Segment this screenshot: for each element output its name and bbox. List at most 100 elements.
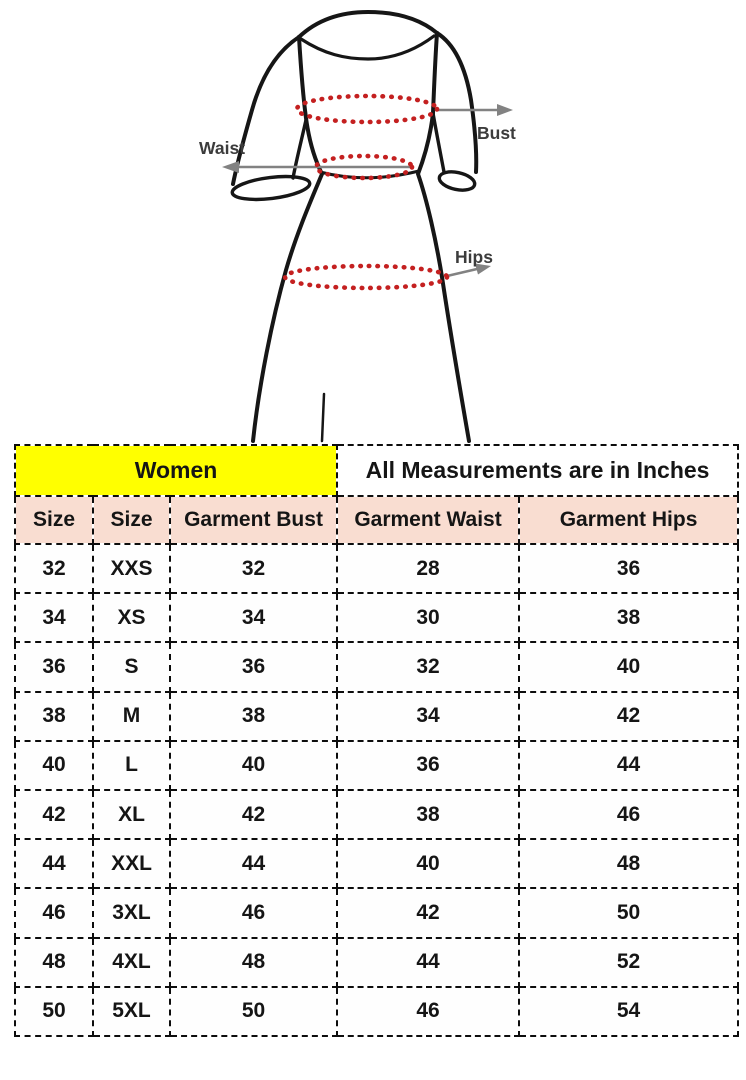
collar-outer-line bbox=[297, 10, 439, 39]
table-row: 50 5XL 50 46 54 bbox=[14, 985, 740, 1037]
cell-size-number: 36 bbox=[14, 641, 94, 693]
cell-size-letter: 3XL bbox=[92, 887, 171, 939]
left-sleeve-opening bbox=[230, 174, 312, 202]
hips-arrowhead bbox=[475, 263, 491, 275]
bust-arrowhead bbox=[497, 104, 513, 116]
column-header-row: Size Size Garment Bust Garment Waist Gar… bbox=[14, 495, 740, 545]
cell-garment-bust: 34 bbox=[168, 592, 339, 644]
cell-garment-waist: 30 bbox=[336, 592, 521, 644]
cell-size-letter: XS bbox=[92, 592, 171, 644]
cell-garment-hips: 48 bbox=[518, 838, 740, 890]
waist-label: Waist bbox=[199, 138, 245, 158]
cell-size-letter: 5XL bbox=[92, 985, 171, 1037]
column-header-garment-waist: Garment Waist bbox=[336, 495, 521, 545]
cell-garment-waist: 36 bbox=[336, 739, 521, 791]
cell-garment-hips: 52 bbox=[518, 936, 740, 988]
collar-inner-line bbox=[299, 34, 436, 61]
table-row: 40 L 40 36 44 bbox=[14, 739, 740, 791]
cell-garment-bust: 44 bbox=[168, 838, 339, 890]
table-row: 32 XXS 32 28 36 bbox=[14, 542, 740, 595]
cell-garment-hips: 42 bbox=[518, 690, 740, 742]
table-row: 36 S 36 32 40 bbox=[14, 641, 740, 693]
cell-size-letter: XL bbox=[92, 788, 171, 841]
cell-size-number: 32 bbox=[14, 542, 94, 595]
cell-garment-waist: 38 bbox=[336, 788, 521, 841]
hips-dotted-ellipse bbox=[282, 263, 450, 291]
cell-size-number: 42 bbox=[14, 788, 94, 841]
left-sleeve-outer-line bbox=[231, 35, 301, 186]
table-row: 42 XL 42 38 46 bbox=[14, 788, 740, 841]
hips-arrow-line bbox=[446, 267, 478, 278]
table-row: 34 XS 34 30 38 bbox=[14, 592, 740, 644]
garment-diagram: Bust Waist Hips bbox=[0, 0, 746, 444]
size-table-head: Women All Measurements are in Inches Siz… bbox=[13, 444, 740, 545]
cell-size-letter: L bbox=[92, 739, 171, 791]
cell-size-number: 38 bbox=[14, 690, 94, 742]
column-header-garment-hips: Garment Hips bbox=[518, 495, 740, 545]
left-sleeve-inner-line bbox=[291, 118, 308, 180]
cell-garment-waist: 44 bbox=[336, 936, 521, 988]
right-sleeve-inner-line bbox=[431, 111, 446, 174]
cell-garment-hips: 44 bbox=[518, 739, 740, 791]
measure-ellipses bbox=[282, 93, 450, 291]
cell-garment-waist: 42 bbox=[336, 887, 521, 939]
cell-size-number: 34 bbox=[14, 592, 94, 644]
cell-garment-hips: 40 bbox=[518, 641, 740, 693]
cell-garment-waist: 34 bbox=[336, 690, 521, 742]
group-header-women: Women bbox=[13, 444, 339, 497]
cell-garment-bust: 48 bbox=[168, 936, 339, 988]
right-sleeve-outer-line bbox=[435, 31, 479, 174]
cell-garment-bust: 36 bbox=[168, 641, 339, 693]
cell-size-number: 48 bbox=[14, 936, 94, 988]
cell-size-number: 50 bbox=[14, 985, 94, 1037]
cell-garment-bust: 40 bbox=[168, 739, 339, 791]
cell-size-letter: XXL bbox=[92, 838, 171, 890]
cell-garment-waist: 46 bbox=[336, 985, 521, 1037]
cell-garment-hips: 36 bbox=[518, 542, 740, 595]
cell-garment-bust: 50 bbox=[168, 985, 339, 1037]
cell-garment-waist: 28 bbox=[336, 542, 521, 595]
table-row: 46 3XL 46 42 50 bbox=[14, 887, 740, 939]
cell-size-letter: M bbox=[92, 690, 171, 742]
table-row: 44 XXL 44 40 48 bbox=[14, 838, 740, 890]
cell-garment-bust: 32 bbox=[168, 542, 339, 595]
column-header-size-number: Size bbox=[14, 495, 94, 545]
measure-arrows bbox=[222, 104, 513, 278]
column-header-garment-bust: Garment Bust bbox=[168, 495, 339, 545]
cell-garment-bust: 38 bbox=[168, 690, 339, 742]
bust-label: Bust bbox=[477, 123, 516, 143]
cell-size-number: 46 bbox=[14, 887, 94, 939]
group-header-row: Women All Measurements are in Inches bbox=[13, 444, 740, 497]
waist-arrowhead bbox=[222, 161, 239, 173]
skirt-slit-line bbox=[320, 392, 326, 443]
size-table: Women All Measurements are in Inches Siz… bbox=[13, 444, 740, 1037]
cell-garment-bust: 46 bbox=[168, 887, 339, 939]
right-sleeve-opening bbox=[437, 170, 477, 192]
bust-dotted-ellipse bbox=[294, 93, 440, 125]
table-row: 38 M 38 34 42 bbox=[14, 690, 740, 742]
column-header-size-letter: Size bbox=[92, 495, 171, 545]
waist-dotted-ellipse bbox=[313, 153, 415, 181]
cell-garment-waist: 40 bbox=[336, 838, 521, 890]
table-row: 48 4XL 48 44 52 bbox=[14, 936, 740, 988]
cell-size-letter: XXS bbox=[92, 542, 171, 595]
size-table-body: 32 XXS 32 28 36 34 XS 34 30 38 36 S 36 32 40 38 M 38 34 42 4… bbox=[14, 542, 740, 1037]
cell-size-number: 40 bbox=[14, 739, 94, 791]
bodice-skirt-right-line bbox=[416, 31, 471, 443]
measure-labels: Bust Waist Hips bbox=[199, 123, 516, 267]
dress-outline bbox=[230, 10, 479, 443]
cell-garment-waist: 32 bbox=[336, 641, 521, 693]
cell-garment-bust: 42 bbox=[168, 788, 339, 841]
hips-label: Hips bbox=[455, 247, 493, 267]
cell-size-letter: S bbox=[92, 641, 171, 693]
cell-size-letter: 4XL bbox=[92, 936, 171, 988]
cell-garment-hips: 38 bbox=[518, 592, 740, 644]
cell-garment-hips: 50 bbox=[518, 887, 740, 939]
group-header-units: All Measurements are in Inches bbox=[336, 444, 740, 497]
dress-diagram-svg: Bust Waist Hips bbox=[199, 10, 516, 443]
cell-size-number: 44 bbox=[14, 838, 94, 890]
cell-garment-hips: 54 bbox=[518, 985, 740, 1037]
bodice-skirt-left-line bbox=[251, 35, 324, 443]
cell-garment-hips: 46 bbox=[518, 788, 740, 841]
